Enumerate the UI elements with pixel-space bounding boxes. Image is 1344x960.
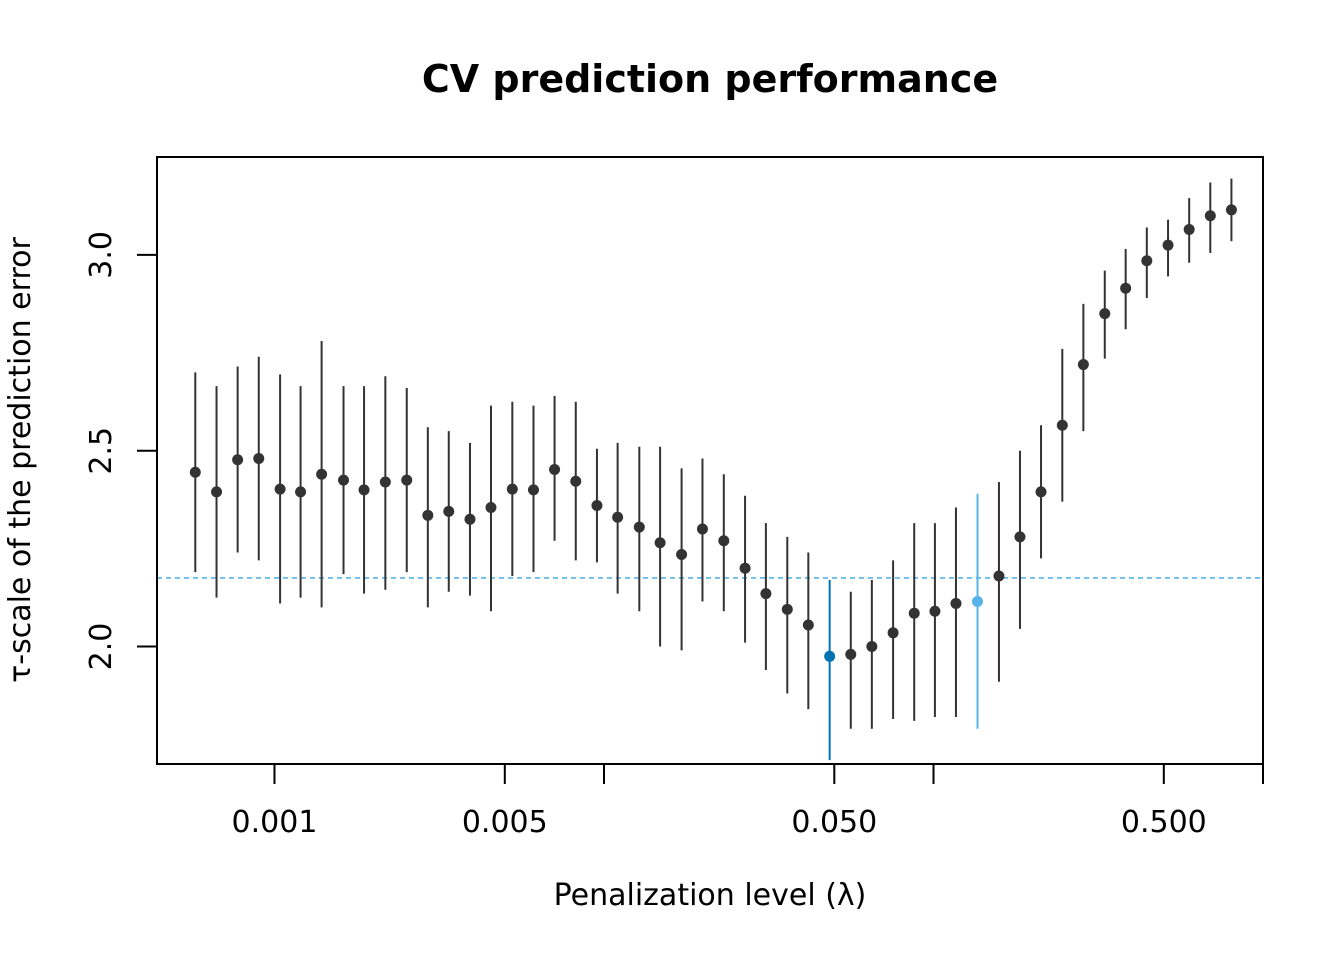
data-point — [612, 511, 624, 523]
x-tick-label: 0.500 — [1121, 805, 1207, 840]
y-tick-label: 3.0 — [84, 231, 119, 279]
data-point — [274, 483, 286, 495]
data-point — [1141, 255, 1153, 267]
data-point — [485, 501, 497, 513]
data-point — [591, 500, 603, 512]
data-point — [696, 523, 708, 535]
data-marks-layer — [189, 178, 1237, 761]
x-tick-label: 0.005 — [462, 805, 548, 840]
data-point — [232, 454, 244, 466]
data-point — [1120, 282, 1132, 294]
data-point — [189, 466, 201, 478]
data-point — [295, 486, 307, 498]
data-point — [1183, 223, 1195, 235]
data-point — [908, 607, 920, 619]
data-point — [422, 509, 434, 521]
data-point — [1077, 359, 1089, 371]
data-point — [253, 453, 265, 465]
data-point — [1225, 204, 1237, 216]
data-point — [1035, 486, 1047, 498]
data-point — [570, 475, 582, 487]
data-point — [781, 603, 793, 615]
y-tick-label: 2.0 — [84, 623, 119, 671]
data-point — [654, 537, 666, 549]
data-point — [506, 483, 518, 495]
data-point — [1056, 419, 1068, 431]
x-axis-label: Penalization level (λ) — [554, 878, 867, 913]
data-point — [549, 464, 561, 476]
data-point — [718, 535, 730, 547]
data-point — [739, 562, 751, 574]
data-point — [760, 588, 772, 600]
x-tick-label: 0.001 — [232, 805, 318, 840]
data-point — [401, 474, 413, 486]
plot-frame — [156, 156, 1264, 765]
data-point — [887, 627, 899, 639]
data-point — [633, 521, 645, 533]
data-point — [358, 484, 370, 496]
chart-title: CV prediction performance — [422, 57, 998, 101]
axes-layer: 0.001 0.005 0.050 0.500 2.0 2.5 3.0 — [84, 231, 1264, 840]
x-tick-label: 0.050 — [791, 805, 877, 840]
data-point — [929, 605, 941, 617]
data-point — [464, 513, 476, 525]
data-point — [379, 476, 391, 488]
data-point — [802, 619, 814, 631]
data-point — [316, 468, 328, 480]
data-point — [845, 648, 857, 660]
y-tick-label: 2.5 — [84, 427, 119, 475]
data-point — [1162, 239, 1174, 251]
data-point — [950, 597, 962, 609]
data-point — [338, 474, 350, 486]
data-point — [1099, 308, 1111, 320]
data-point — [443, 505, 455, 517]
data-point — [866, 641, 878, 653]
data-point — [527, 484, 539, 496]
data-point — [1014, 531, 1026, 543]
data-point — [993, 570, 1005, 582]
data-point — [676, 548, 688, 560]
data-point — [971, 595, 983, 607]
data-point — [824, 650, 836, 662]
y-axis-label: τ-scale of the prediction error — [3, 237, 38, 683]
data-point — [211, 486, 223, 498]
data-point — [1204, 210, 1216, 222]
